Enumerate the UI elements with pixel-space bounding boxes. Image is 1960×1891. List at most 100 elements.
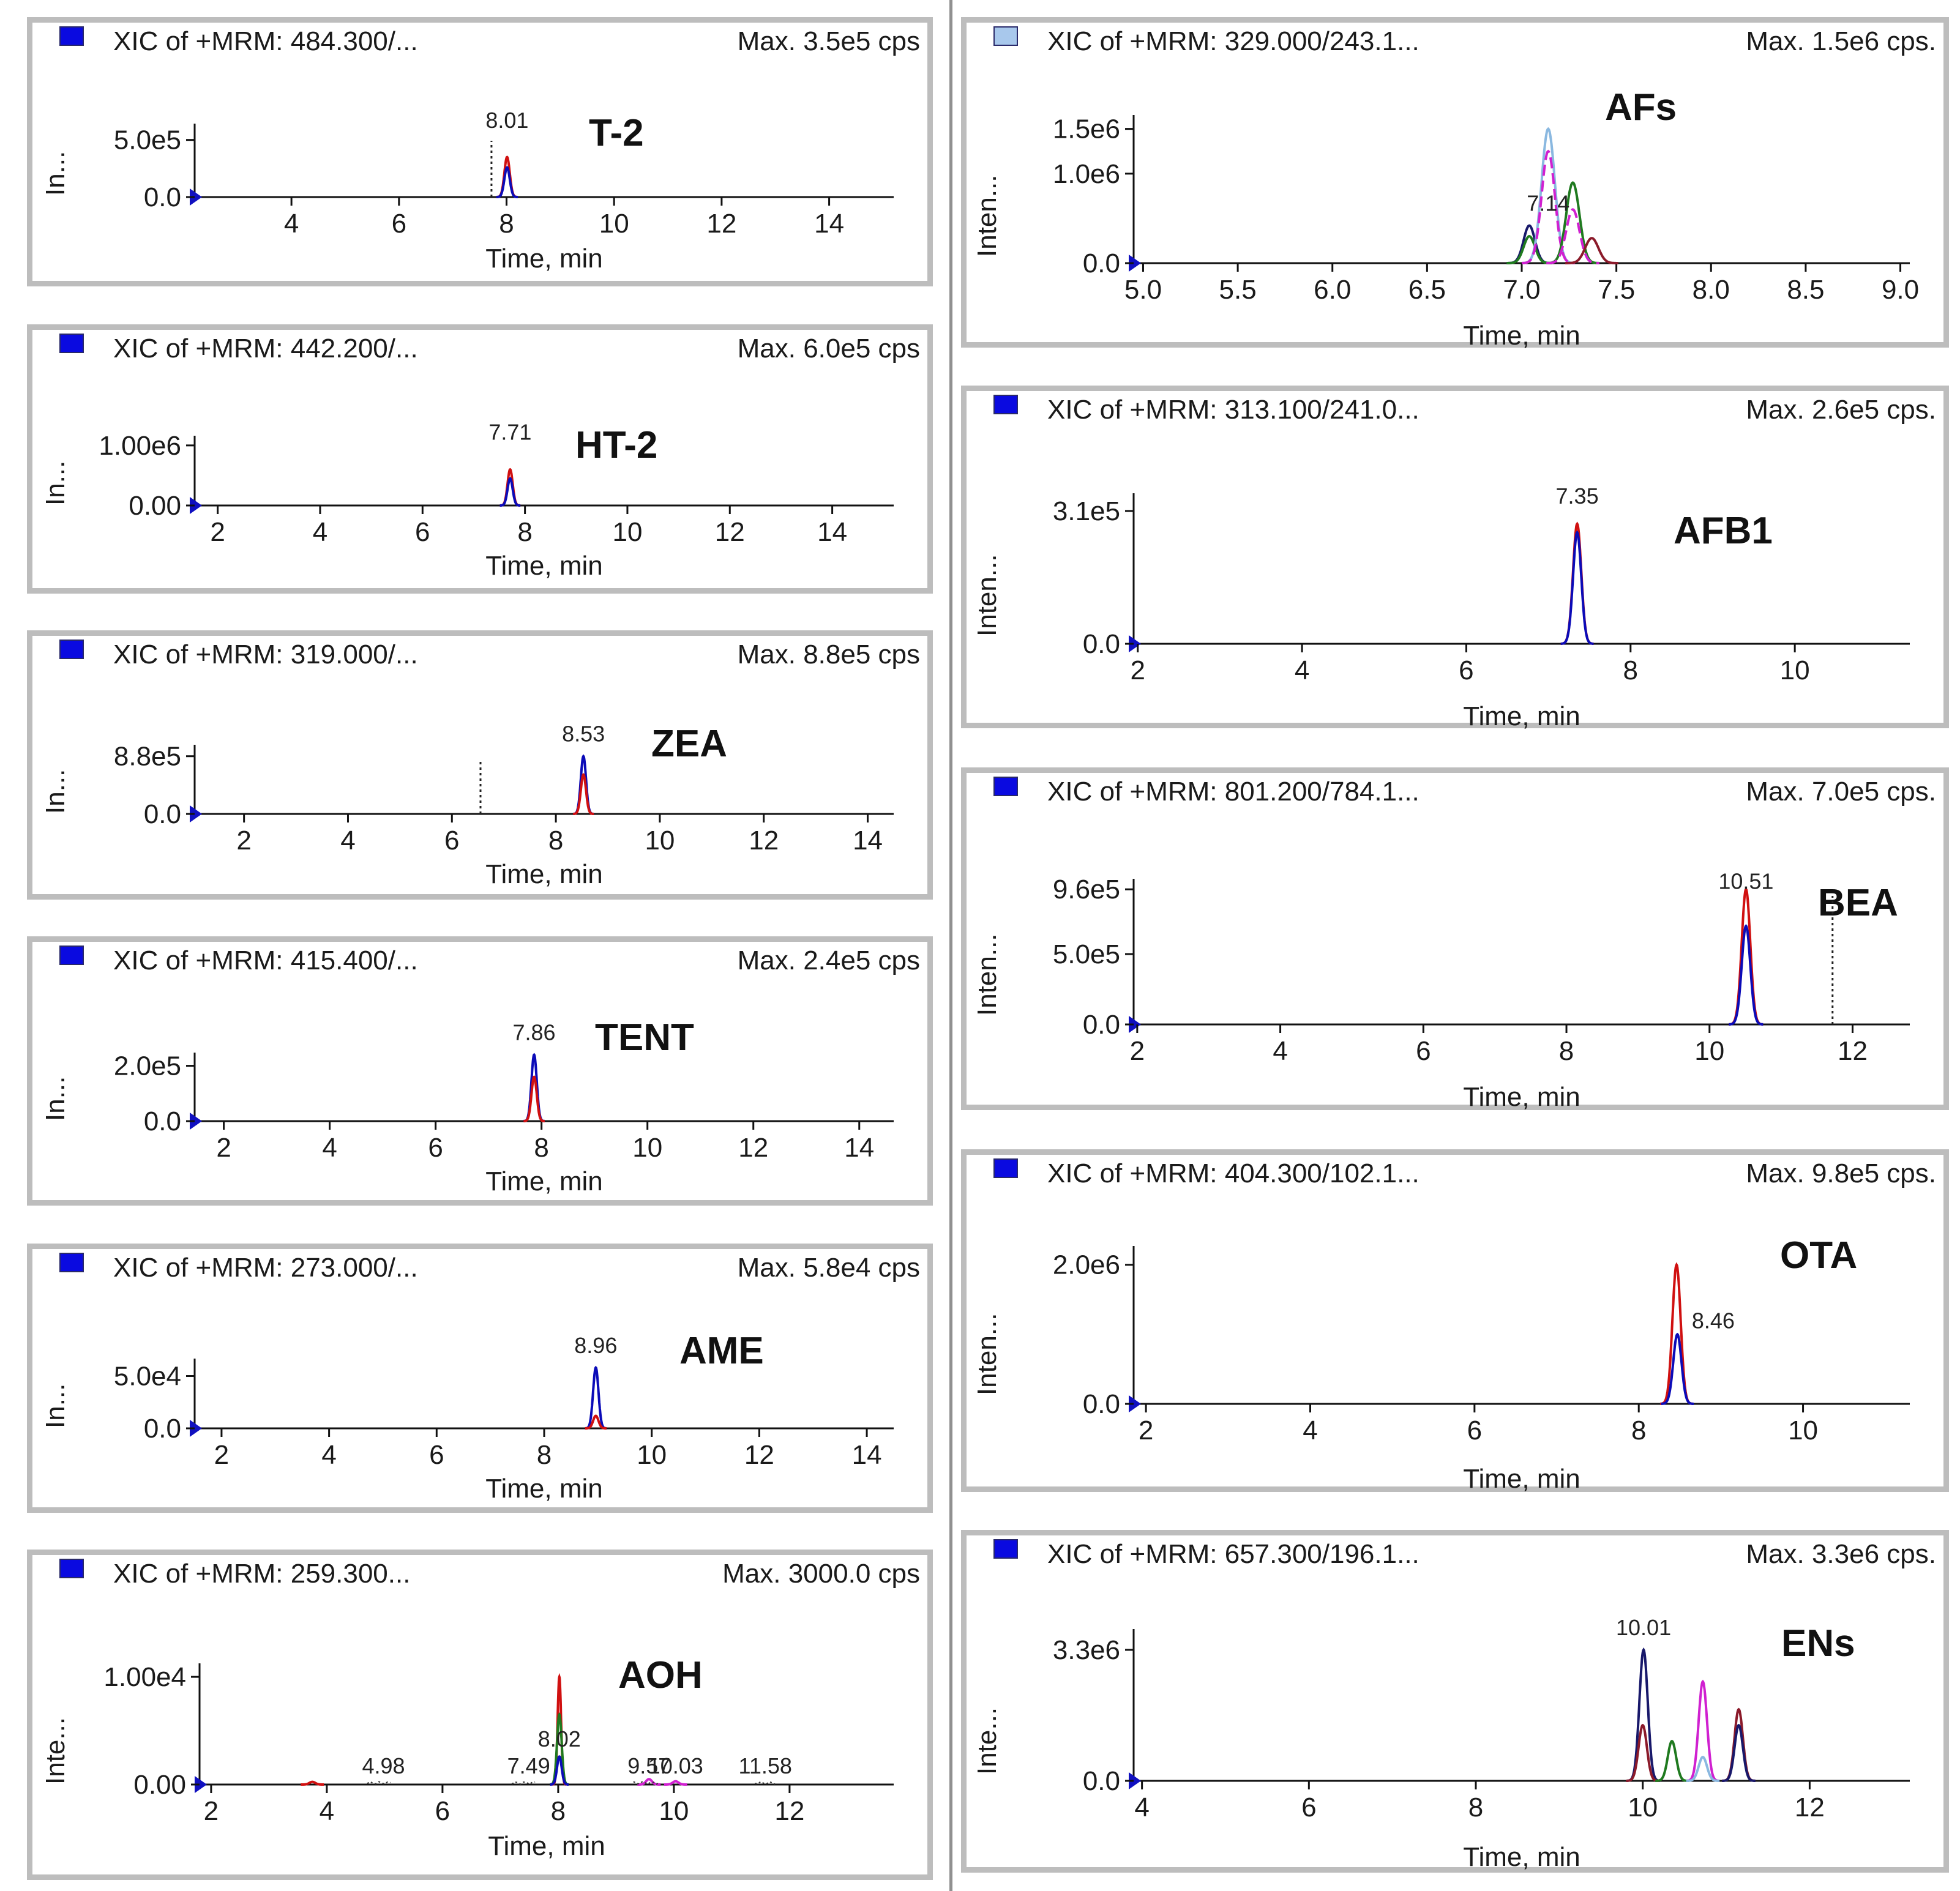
x-tick-label: 2 bbox=[236, 826, 251, 856]
peak-rt-label: 7.35 bbox=[1556, 483, 1599, 509]
axis-origin-marker bbox=[1129, 1395, 1141, 1412]
x-tick-label: 10 bbox=[637, 1440, 667, 1470]
x-tick-label: 8.5 bbox=[1787, 275, 1824, 305]
compound-name: BEA bbox=[1818, 882, 1898, 924]
x-tick-label: 4 bbox=[313, 517, 327, 547]
chromatogram-panel-afb1: XIC of +MRM: 313.100/241.0... Max. 2.6e5 … bbox=[961, 386, 1949, 728]
x-tick-label: 10 bbox=[1780, 655, 1810, 685]
y-tick-label: 9.6e5 bbox=[1053, 875, 1120, 904]
peak-rt-label: 4.98 bbox=[362, 1753, 405, 1778]
peak-rt-label: 7.49 bbox=[507, 1753, 550, 1778]
peak-trace bbox=[523, 1053, 545, 1122]
compound-name: OTA bbox=[1780, 1234, 1858, 1277]
legend-color-box bbox=[59, 1253, 84, 1272]
y-tick-label: 1.0e6 bbox=[1053, 159, 1120, 189]
peak-trace bbox=[1722, 1723, 1756, 1782]
y-tick-label: 0.0 bbox=[1083, 1389, 1120, 1419]
xic-title: XIC of +MRM: 273.000/... bbox=[113, 1253, 418, 1283]
xic-title: XIC of +MRM: 404.300/102.1... bbox=[1047, 1158, 1420, 1188]
x-tick-label: 8 bbox=[1623, 655, 1638, 685]
xic-title: XIC of +MRM: 484.300/... bbox=[113, 26, 418, 56]
peak-trace bbox=[664, 1780, 687, 1786]
x-tick-label: 6 bbox=[428, 1133, 443, 1163]
x-tick-label: 10 bbox=[645, 826, 675, 856]
peak-trace bbox=[1626, 1723, 1659, 1782]
x-tick-label: 6 bbox=[392, 209, 406, 239]
baseline-noise bbox=[367, 1781, 391, 1785]
x-axis-label: Time, min bbox=[1463, 1464, 1580, 1494]
x-tick-label: 14 bbox=[853, 826, 883, 856]
baseline-noise bbox=[755, 1781, 776, 1785]
legend-color-box bbox=[993, 395, 1018, 414]
x-tick-label: 4 bbox=[284, 209, 299, 239]
peak-trace bbox=[550, 1755, 569, 1786]
x-tick-label: 4 bbox=[1295, 655, 1309, 685]
x-tick-label: 4 bbox=[1134, 1792, 1149, 1822]
axis-origin-marker bbox=[1129, 635, 1141, 652]
x-tick-label: 6 bbox=[1459, 655, 1473, 685]
legend-color-box bbox=[59, 1559, 84, 1578]
xic-title: XIC of +MRM: 801.200/784.1... bbox=[1047, 777, 1420, 807]
x-tick-label: 6 bbox=[1467, 1415, 1482, 1445]
x-tick-label: 12 bbox=[1795, 1792, 1825, 1822]
y-tick-label: 5.0e5 bbox=[1053, 939, 1120, 969]
x-tick-label: 4 bbox=[1273, 1036, 1287, 1066]
peak-rt-label: 10.51 bbox=[1718, 868, 1773, 893]
legend-color-box bbox=[59, 334, 84, 353]
y-tick-label: 2.0e5 bbox=[114, 1051, 181, 1081]
legend-color-box bbox=[59, 946, 84, 965]
peak-trace bbox=[585, 1414, 607, 1430]
x-tick-label: 6 bbox=[429, 1440, 444, 1470]
peak-trace bbox=[496, 155, 518, 198]
axis-origin-marker bbox=[190, 1420, 202, 1437]
x-tick-label: 6.0 bbox=[1314, 275, 1351, 305]
peak-trace bbox=[1560, 530, 1594, 645]
peak-rt-label: 10.01 bbox=[1616, 1615, 1671, 1640]
x-tick-label: 2 bbox=[204, 1796, 219, 1826]
x-tick-label: 14 bbox=[817, 517, 847, 547]
x-tick-label: 8 bbox=[517, 517, 532, 547]
peak-rt-label: 10.03 bbox=[648, 1753, 703, 1778]
x-axis-label: Time, min bbox=[485, 551, 603, 581]
x-tick-label: 6 bbox=[1301, 1792, 1316, 1822]
y-tick-label: 8.8e5 bbox=[114, 742, 181, 772]
peak-trace bbox=[1626, 1647, 1661, 1782]
y-tick-label: 0.0 bbox=[1083, 1766, 1120, 1796]
max-intensity-label: Max. 3.3e6 cps. bbox=[1746, 1539, 1936, 1569]
peak-rt-label: 8.02 bbox=[538, 1726, 581, 1751]
peak-trace bbox=[1655, 1739, 1689, 1782]
y-tick-label: 5.0e5 bbox=[114, 125, 181, 155]
x-axis-label: Time, min bbox=[1463, 321, 1580, 351]
peak-rt-label: 8.53 bbox=[562, 722, 605, 747]
x-tick-label: 10 bbox=[659, 1796, 689, 1826]
xic-title: XIC of +MRM: 259.300... bbox=[113, 1559, 411, 1589]
compound-name: AFB1 bbox=[1674, 510, 1773, 552]
x-axis-label: Time, min bbox=[485, 859, 603, 889]
x-tick-label: 2 bbox=[1130, 655, 1145, 685]
x-tick-label: 10 bbox=[632, 1133, 662, 1163]
chromatogram-panel-bea: XIC of +MRM: 801.200/784.1... Max. 7.0e5 … bbox=[961, 767, 1949, 1110]
y-tick-label: 1.5e6 bbox=[1053, 114, 1120, 144]
peak-trace bbox=[1721, 1707, 1756, 1782]
chromatogram-panel-ens: XIC of +MRM: 657.300/196.1... Max. 3.3e6 … bbox=[961, 1530, 1949, 1873]
xic-title: XIC of +MRM: 313.100/241.0... bbox=[1047, 395, 1420, 425]
peak-trace bbox=[523, 1075, 545, 1122]
chromatogram-panel-ota: XIC of +MRM: 404.300/102.1... Max. 9.8e5 … bbox=[961, 1149, 1949, 1492]
compound-name: TENT bbox=[595, 1016, 694, 1059]
y-tick-label: 0.0 bbox=[144, 799, 181, 829]
max-intensity-label: Max. 7.0e5 cps. bbox=[1746, 777, 1936, 807]
peak-trace bbox=[499, 468, 521, 507]
axis-origin-marker bbox=[1129, 255, 1141, 272]
y-tick-label: 0.0 bbox=[144, 1414, 181, 1444]
xic-title: XIC of +MRM: 329.000/243.1... bbox=[1047, 26, 1420, 56]
x-axis-label: Time, min bbox=[485, 1474, 603, 1504]
x-axis-label: Time, min bbox=[1463, 1082, 1580, 1112]
axis-origin-marker bbox=[1129, 1772, 1141, 1789]
x-tick-label: 10 bbox=[1628, 1792, 1658, 1822]
x-axis-label: Time, min bbox=[1463, 701, 1580, 731]
compound-name: HT-2 bbox=[575, 424, 658, 466]
x-tick-label: 8 bbox=[534, 1133, 548, 1163]
xic-title: XIC of +MRM: 442.200/... bbox=[113, 334, 418, 364]
peak-rt-label: 11.58 bbox=[738, 1753, 791, 1778]
